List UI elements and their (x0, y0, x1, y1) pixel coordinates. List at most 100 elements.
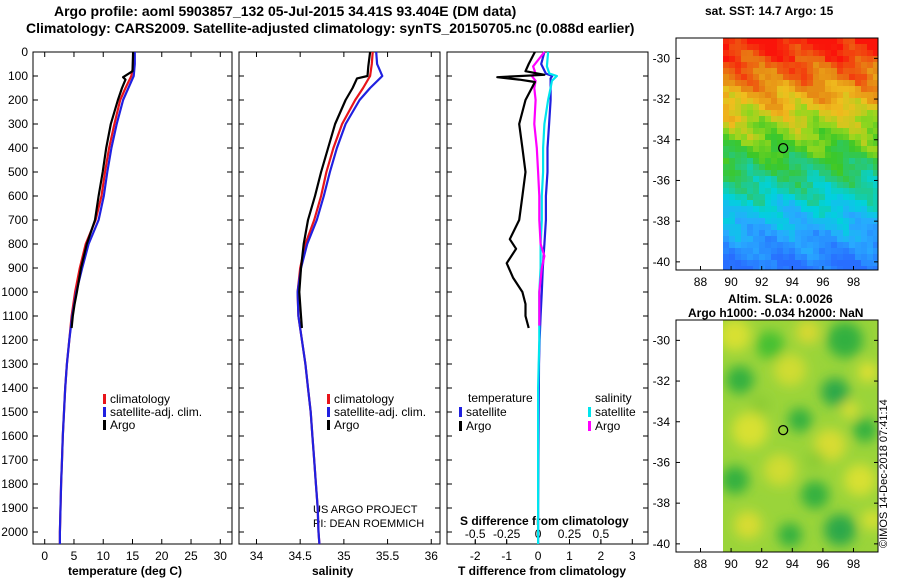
sst-cell (831, 110, 838, 117)
sst-cell (741, 200, 748, 207)
sst-cell (735, 212, 742, 219)
sst-cell (807, 86, 814, 93)
sst-cell (789, 212, 796, 219)
sst-cell (729, 122, 736, 129)
sst-cell (795, 116, 802, 123)
sst-cell (747, 152, 754, 159)
sst-cell (813, 56, 820, 63)
sst-cell (837, 182, 844, 189)
sst-cell (825, 242, 832, 249)
y-tick-label: 2000 (1, 525, 28, 539)
sst-cell (765, 56, 772, 63)
sst-cell (807, 224, 814, 231)
sst-cell (723, 92, 730, 99)
sst-cell (825, 110, 832, 117)
sst-cell (759, 80, 766, 87)
sst-cell (801, 128, 808, 135)
sst-cell (753, 86, 760, 93)
sst-cell (795, 224, 802, 231)
sst-cell (843, 134, 850, 141)
diff-legend-swatch (459, 421, 462, 431)
sst-cell (729, 152, 736, 159)
sst-cell (855, 164, 862, 171)
sst-cell (759, 110, 766, 117)
sst-cell (867, 242, 874, 249)
sst-cell (759, 254, 766, 261)
sst-cell (855, 176, 862, 183)
sst-map-lon-label: 92 (755, 275, 769, 289)
sst-cell (765, 116, 772, 123)
sst-cell (819, 104, 826, 111)
sst-cell (789, 44, 796, 51)
sst-cell (801, 260, 808, 267)
sst-cell (783, 44, 790, 51)
sst-cell (759, 134, 766, 141)
sst-cell (759, 62, 766, 69)
sst-cell (783, 146, 790, 153)
sst-cell (771, 206, 778, 213)
sst-cell (831, 266, 838, 270)
sst-cell (789, 164, 796, 171)
sst-cell (747, 212, 754, 219)
sst-cell (723, 248, 730, 255)
temperature-legend-label: satellite-adj. clim. (110, 405, 202, 419)
sst-cell (801, 134, 808, 141)
sst-cell (759, 92, 766, 99)
sst-cell (849, 200, 856, 207)
sst-cell (747, 266, 754, 270)
sst-cell (819, 134, 826, 141)
sst-cell (807, 44, 814, 51)
sst-cell (723, 98, 730, 105)
sst-cell (843, 188, 850, 195)
sst-cell (747, 194, 754, 201)
sst-cell (777, 230, 784, 237)
sst-cell (831, 62, 838, 69)
sst-cell (831, 224, 838, 231)
sst-cell (771, 146, 778, 153)
sst-cell (729, 212, 736, 219)
sst-cell (843, 92, 850, 99)
sst-cell (855, 92, 862, 99)
sst-cell (741, 206, 748, 213)
sst-cell (861, 68, 868, 75)
sst-cell (729, 80, 736, 87)
sst-cell (759, 200, 766, 207)
diff-legend-title-temperature: temperature (468, 391, 533, 405)
sst-cell (795, 188, 802, 195)
sst-cell (747, 92, 754, 99)
sst-cell (789, 170, 796, 177)
sst-cell (735, 128, 742, 135)
y-tick-label: 500 (8, 165, 28, 179)
sst-cell (759, 38, 766, 45)
sst-cell (867, 110, 874, 117)
sst-cell (849, 116, 856, 123)
sst-cell (777, 176, 784, 183)
sst-cell (723, 182, 730, 189)
sst-cell (777, 188, 784, 195)
sst-cell (849, 56, 856, 63)
sst-cell (843, 242, 850, 249)
sst-cell (723, 140, 730, 147)
sst-cell (771, 134, 778, 141)
sst-cell (783, 230, 790, 237)
sst-cell (753, 254, 760, 261)
temperature-satellite-line (58, 52, 136, 544)
sst-cell (867, 122, 874, 129)
sst-cell (819, 218, 826, 225)
sst-cell (741, 170, 748, 177)
sst-cell (873, 254, 878, 261)
sst-cell (855, 110, 862, 117)
sst-cell (825, 248, 832, 255)
sst-cell (843, 116, 850, 123)
sst-cell (771, 218, 778, 225)
salinity-x-tick-label: 34 (250, 549, 264, 563)
sst-cell (795, 194, 802, 201)
sst-cell (759, 224, 766, 231)
sst-cell (837, 260, 844, 267)
sst-cell (735, 206, 742, 213)
sst-cell (777, 266, 784, 270)
sst-cell (735, 92, 742, 99)
sst-cell (843, 236, 850, 243)
sst-cell (837, 68, 844, 75)
sst-cell (723, 200, 730, 207)
